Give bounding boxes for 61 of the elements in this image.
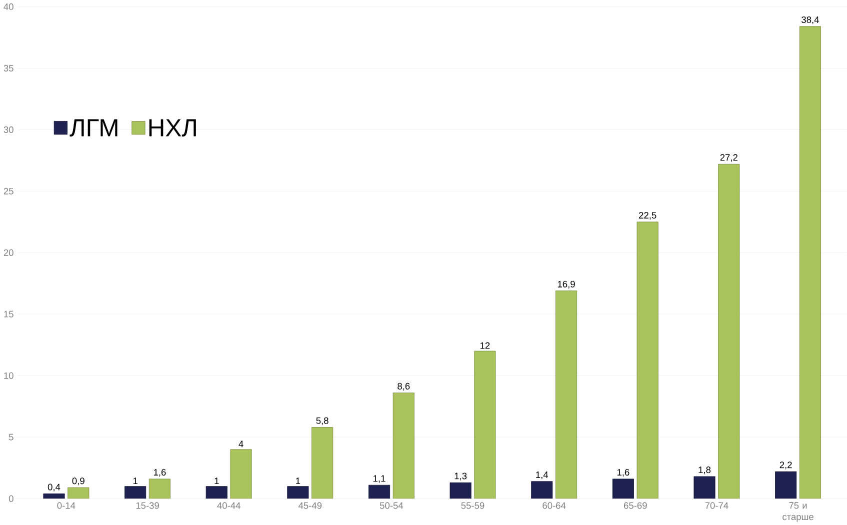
x-tick-label: 0-14 xyxy=(57,502,76,509)
bar xyxy=(124,486,146,498)
data-label: 1 xyxy=(214,477,219,484)
x-tick-label: 60-64 xyxy=(542,502,566,509)
bar xyxy=(799,26,821,498)
data-label: 8,6 xyxy=(398,382,410,390)
data-label: 27,2 xyxy=(720,154,738,162)
data-label: 1,8 xyxy=(698,466,711,474)
bar xyxy=(474,350,496,498)
bar xyxy=(148,478,170,498)
y-tick-label: 0 xyxy=(8,495,14,502)
y-tick-label: 25 xyxy=(4,188,14,194)
y-tick-label: 10 xyxy=(4,372,14,379)
bar xyxy=(450,482,472,498)
y-tick-label: 20 xyxy=(4,249,14,256)
data-label: 0,9 xyxy=(72,477,84,486)
data-label: 22,5 xyxy=(639,212,656,220)
data-label: 12 xyxy=(480,342,490,349)
x-tick-label: 70-74 xyxy=(705,502,728,509)
legend-label: ЛГМ xyxy=(70,119,118,136)
data-label: 1,6 xyxy=(154,468,166,476)
x-tick-label: 15-39 xyxy=(136,502,159,509)
bar xyxy=(287,486,309,498)
data-label: 1,4 xyxy=(536,471,548,479)
data-label: 5,8 xyxy=(316,417,328,425)
x-tick-label: 55-59 xyxy=(461,502,484,509)
x-tick-label: 65-69 xyxy=(624,502,647,509)
bar xyxy=(230,449,252,498)
legend-label: НХЛ xyxy=(149,119,196,136)
x-tick-label: 50-54 xyxy=(380,502,404,509)
bar xyxy=(312,426,334,498)
y-tick-label: 30 xyxy=(4,126,14,133)
data-label: 1 xyxy=(296,477,300,484)
data-label: 2,2 xyxy=(780,461,792,470)
bar xyxy=(555,290,578,498)
y-tick-label: 5 xyxy=(8,434,14,440)
data-label: 4 xyxy=(238,440,244,447)
bar xyxy=(612,478,634,498)
data-label: 1 xyxy=(133,477,138,484)
data-label: 38,4 xyxy=(802,16,819,24)
bar xyxy=(206,486,228,498)
data-label: 1,3 xyxy=(454,472,467,480)
bar xyxy=(368,484,390,498)
x-tick-label: 45-49 xyxy=(298,502,322,509)
data-label: 16,9 xyxy=(558,280,575,288)
bar xyxy=(43,493,65,498)
x-tick-label: 75 и старше xyxy=(782,502,814,522)
bar xyxy=(392,392,414,498)
bar xyxy=(531,481,553,498)
data-label: 1,6 xyxy=(617,468,630,476)
data-label: 0,4 xyxy=(48,484,60,492)
y-tick-label: 15 xyxy=(4,310,14,318)
bar xyxy=(775,471,797,498)
bar xyxy=(718,164,740,498)
bar xyxy=(636,222,658,498)
y-tick-label: 40 xyxy=(4,3,14,10)
data-label: 1,1 xyxy=(374,475,386,483)
bar xyxy=(68,487,89,498)
bar xyxy=(694,476,716,498)
x-tick-label: 40-44 xyxy=(217,502,240,509)
y-tick-label: 35 xyxy=(4,64,14,72)
